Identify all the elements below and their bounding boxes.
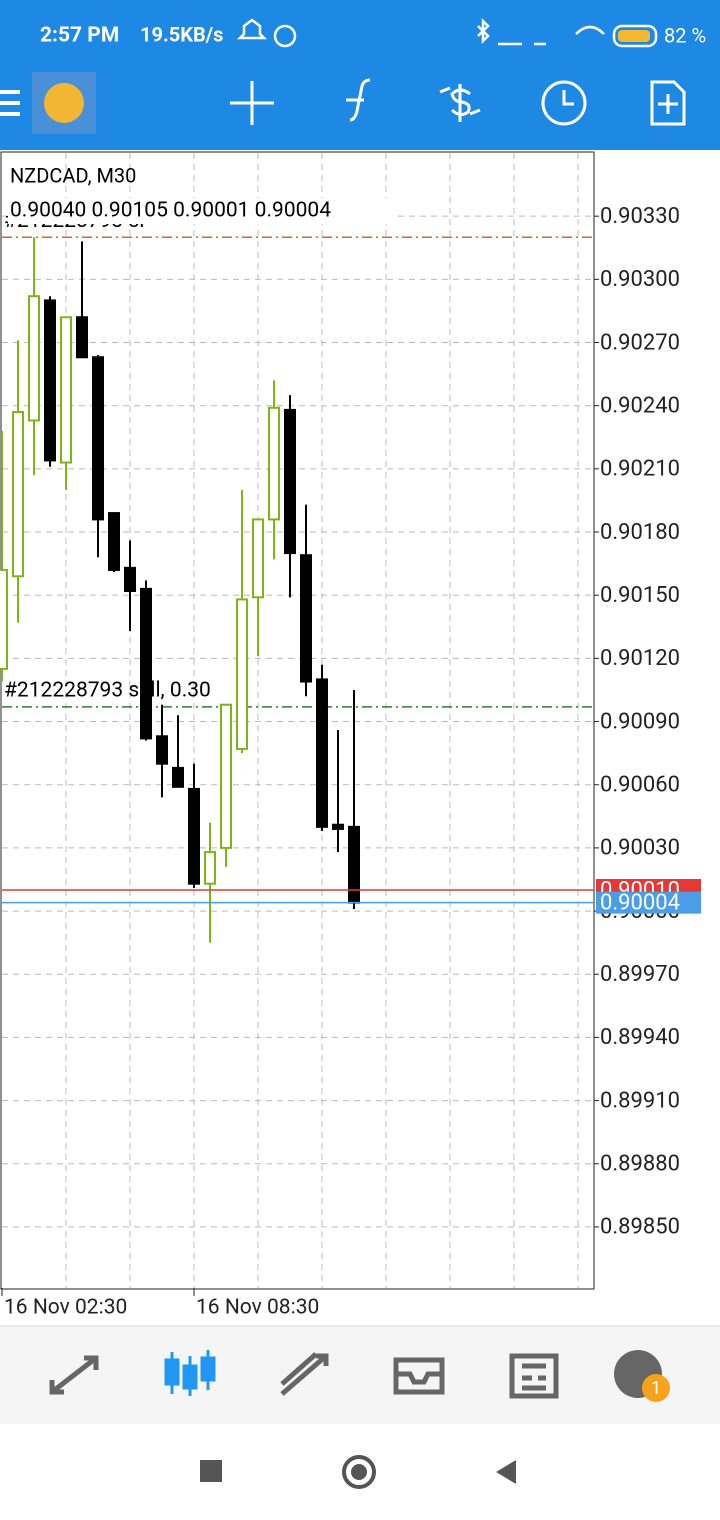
y-tick-label: 0.90150 [600, 583, 680, 608]
y-tick-label: 0.90030 [600, 836, 680, 861]
toolbar-icons[interactable] [230, 78, 686, 126]
status-icons [236, 17, 658, 48]
candle-body [284, 408, 296, 555]
candle-body [12, 411, 24, 578]
candle-body [236, 598, 248, 750]
candle-body [140, 587, 152, 740]
candle-body [268, 406, 280, 521]
ohlc-text: 0.90040 0.90105 0.90001 0.90004 [10, 199, 331, 223]
y-tick-label: 0.90330 [600, 204, 680, 229]
x-tick-label: 16 Nov 08:30 [196, 1296, 319, 1320]
candle-body [332, 823, 344, 830]
app-bar [0, 0, 720, 150]
candle-body [76, 316, 88, 359]
candle-body [28, 295, 40, 422]
y-tick-label: 0.90060 [600, 773, 680, 798]
tab-icons[interactable] [49, 1352, 559, 1399]
y-tick-label: 0.89880 [600, 1152, 680, 1177]
y-tick-label: 0.90270 [600, 330, 680, 355]
candle-body [108, 512, 120, 571]
candle-body [204, 851, 216, 885]
nav-recents[interactable] [200, 1460, 222, 1482]
candle-body [172, 766, 184, 788]
candle-body [348, 825, 360, 904]
status-time: 2:57 PM [40, 24, 119, 48]
chart: 0.90330 0.90300 0.90270 0.90240 0.90210 0.901… [0, 153, 701, 1320]
y-tick-label: 0.89940 [600, 1025, 680, 1050]
candle-body [124, 566, 136, 592]
candle-body [60, 316, 72, 464]
tab-bar [0, 1326, 720, 1424]
nav-home-dot [351, 1464, 367, 1480]
candle-body [44, 299, 56, 462]
candle-body [252, 518, 264, 599]
y-tick-label: 0.90240 [600, 394, 680, 419]
y-tick-label: 0.89910 [600, 1088, 680, 1113]
badge-count: 1 [651, 1378, 661, 1399]
chart-frame [0, 151, 595, 1290]
candle-body [0, 568, 8, 670]
y-tick-label: 0.90180 [600, 520, 680, 545]
x-tick-label: 16 Nov 02:30 [4, 1296, 127, 1320]
price-axis-label: 0.90004 [600, 890, 680, 915]
tab-chart-icon[interactable] [164, 1350, 216, 1396]
app-logo-globe [44, 83, 84, 123]
candle-body [188, 787, 200, 885]
status-battery: 82 % [664, 23, 706, 47]
y-tick-label: 0.90090 [600, 709, 680, 734]
ohlc-backdrop [8, 198, 396, 224]
nav-home[interactable] [342, 1455, 376, 1489]
menu-icon[interactable] [0, 90, 20, 116]
nav-back[interactable] [496, 1460, 516, 1484]
price-axis-box [596, 891, 701, 914]
candle-body [316, 678, 328, 828]
candle-body [300, 554, 312, 683]
badge [642, 1374, 670, 1402]
candle-body [220, 703, 232, 849]
y-tick-label: 0.90300 [600, 267, 680, 292]
status-speed: 19.5KB/s [140, 22, 223, 46]
y-tick-label: 0.90120 [600, 646, 680, 671]
y-tick-label: 0.90210 [600, 457, 680, 482]
y-tick-label: 0.89850 [600, 1215, 680, 1240]
symbol-title: NZDCAD, M30 [10, 163, 136, 187]
candle-body [156, 735, 168, 765]
candle-body [92, 356, 104, 521]
y-tick-label: 0.89970 [600, 962, 680, 987]
price-line-label: #212228793 sell, 0.30 [4, 678, 211, 702]
battery-level [618, 30, 650, 42]
